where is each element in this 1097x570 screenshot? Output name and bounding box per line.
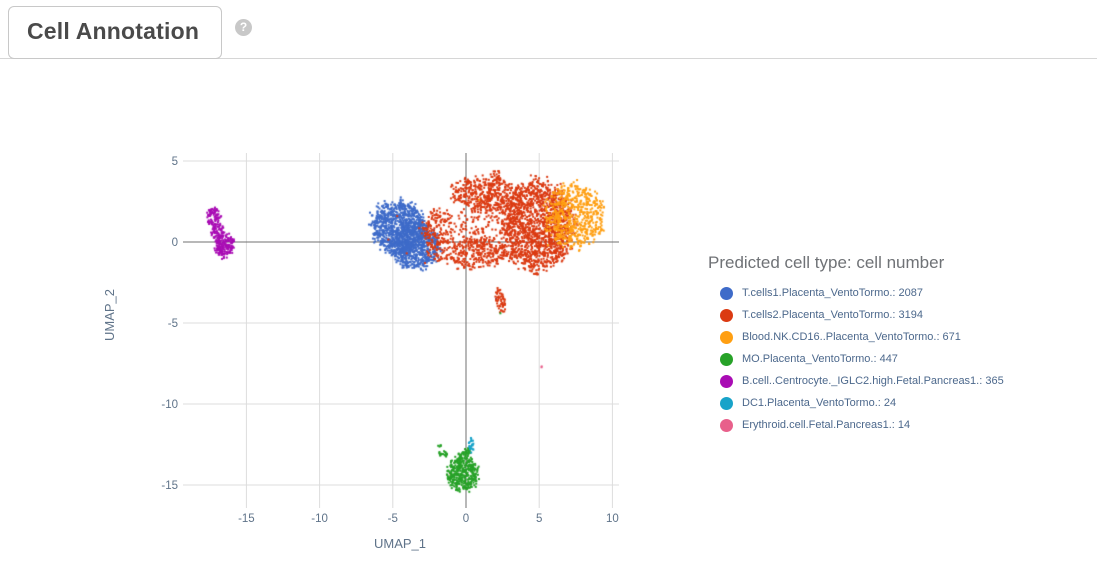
legend-item-label: Erythroid.cell.Fetal.Pancreas1.: 14 xyxy=(742,419,911,431)
legend-color-dot xyxy=(720,396,733,410)
page-title: Cell Annotation xyxy=(27,18,200,44)
legend-item-label: Blood.NK.CD16..Placenta_VentoTormo.: 671 xyxy=(742,331,961,343)
legend-item-label: T.cells2.Placenta_VentoTormo.: 3194 xyxy=(742,309,924,321)
umap-plot: -15-10-5051050-5-10-15UMAP_1UMAP_2 xyxy=(100,128,660,568)
tab-cell-annotation[interactable]: Cell Annotation xyxy=(8,6,223,59)
legend: Predicted cell type: cell number T.cells… xyxy=(708,253,1048,436)
umap-scatter-canvas[interactable] xyxy=(100,128,660,568)
legend-color-dot xyxy=(720,374,733,388)
legend-item[interactable]: Erythroid.cell.Fetal.Pancreas1.: 14 xyxy=(708,414,1048,436)
legend-color-dot xyxy=(720,352,733,366)
legend-item[interactable]: T.cells1.Placenta_VentoTormo.: 2087 xyxy=(708,282,1048,304)
tab-bar: Cell Annotation ? xyxy=(0,0,1097,59)
legend-title: Predicted cell type: cell number xyxy=(708,253,945,272)
legend-color-dot xyxy=(720,418,733,432)
legend-item-label: T.cells1.Placenta_VentoTormo.: 2087 xyxy=(742,287,924,299)
legend-item-label: MO.Placenta_VentoTormo.: 447 xyxy=(742,353,898,365)
legend-item-label: B.cell..Centrocyte._IGLC2.high.Fetal.Pan… xyxy=(742,375,1004,387)
legend-item[interactable]: B.cell..Centrocyte._IGLC2.high.Fetal.Pan… xyxy=(708,370,1048,392)
legend-color-dot xyxy=(720,286,733,300)
legend-item[interactable]: T.cells2.Placenta_VentoTormo.: 3194 xyxy=(708,304,1048,326)
legend-color-dot xyxy=(720,308,733,322)
legend-item[interactable]: Blood.NK.CD16..Placenta_VentoTormo.: 671 xyxy=(708,326,1048,348)
legend-item[interactable]: DC1.Placenta_VentoTormo.: 24 xyxy=(708,392,1048,414)
legend-color-dot xyxy=(720,330,733,344)
help-icon[interactable]: ? xyxy=(235,18,253,36)
legend-item-label: DC1.Placenta_VentoTormo.: 24 xyxy=(742,397,897,409)
legend-list: T.cells1.Placenta_VentoTormo.: 2087 T.cel… xyxy=(708,282,1048,436)
legend-item[interactable]: MO.Placenta_VentoTormo.: 447 xyxy=(708,348,1048,370)
